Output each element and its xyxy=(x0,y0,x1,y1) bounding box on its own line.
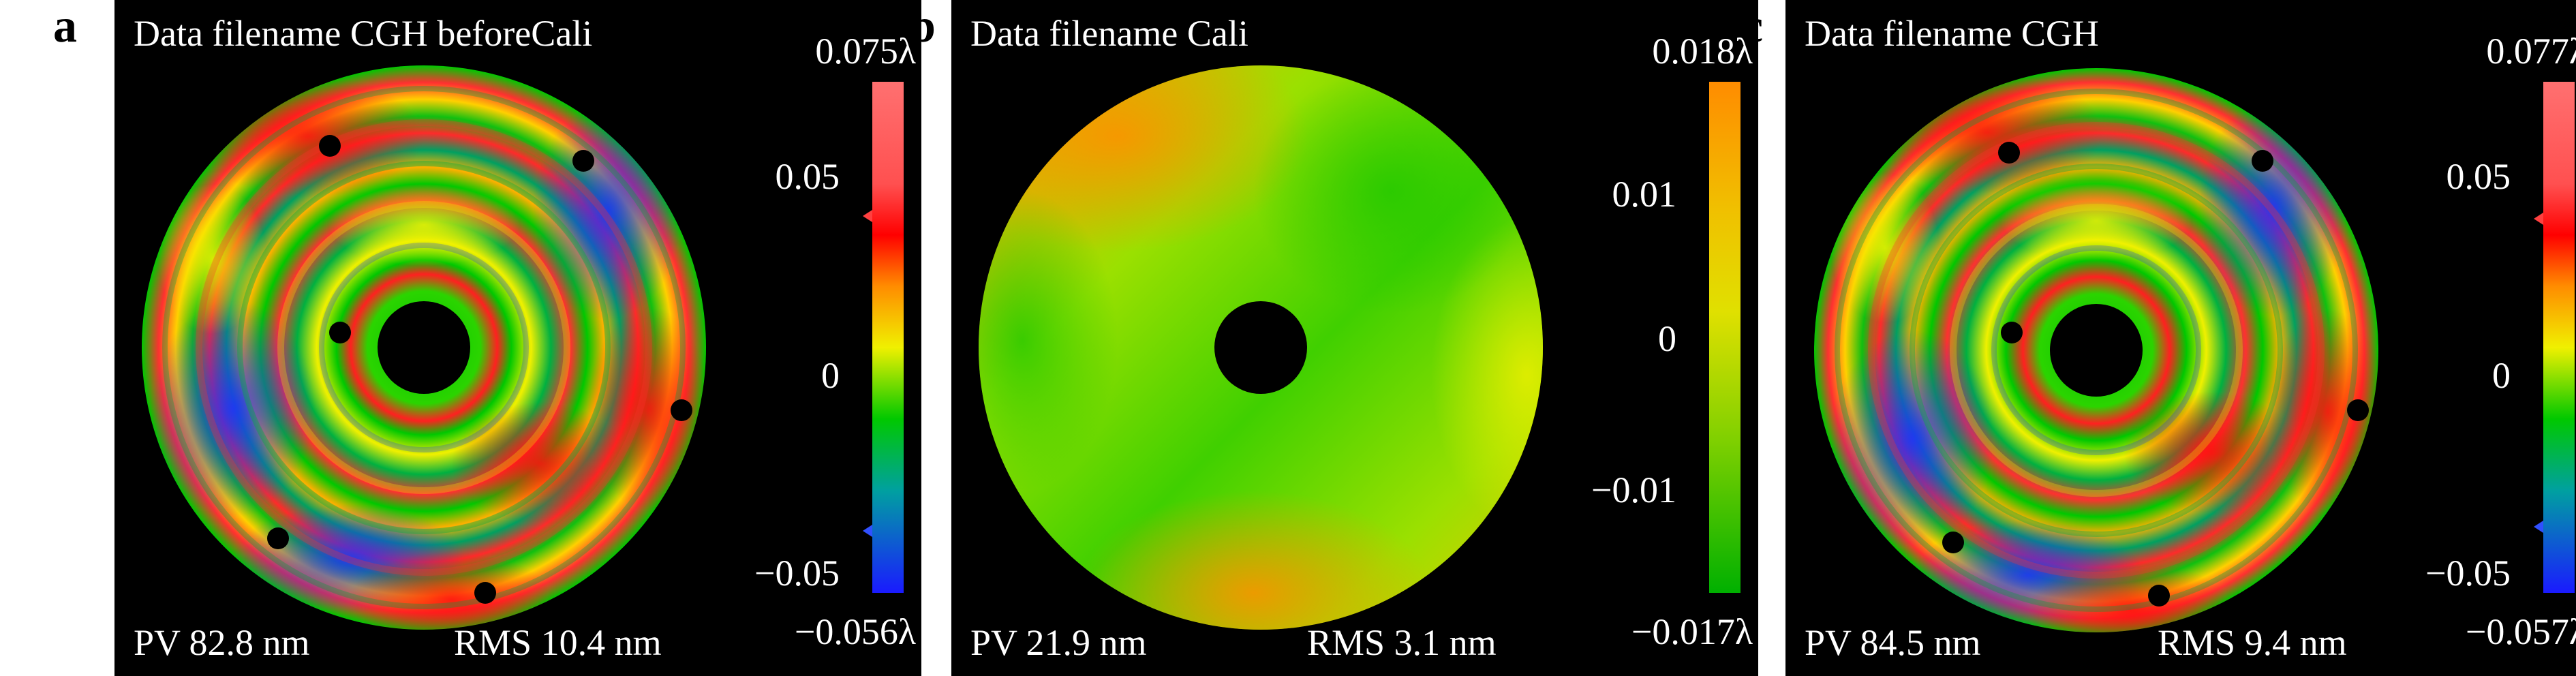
colorbar-tick-label: −0.05 xyxy=(754,553,840,594)
rms-value: RMS 9.4 nm xyxy=(2158,622,2347,663)
pv-value: PV 84.5 nm xyxy=(1805,622,1981,663)
surface-map-a xyxy=(142,65,706,630)
pv-value: PV 21.9 nm xyxy=(970,622,1147,663)
colorbar-tick-label: −0.01 xyxy=(1591,470,1676,510)
panel-letter-a: a xyxy=(53,0,77,52)
colorbar-tick-label: 0.05 xyxy=(2446,156,2511,197)
rms-value: RMS 10.4 nm xyxy=(454,622,662,663)
colorbar-tick-label: 0 xyxy=(1658,318,1676,359)
colorbar xyxy=(2543,82,2575,593)
panel-title: Data filename CGH beforeCali xyxy=(134,13,593,54)
colorbar-max-marker xyxy=(2534,213,2543,225)
panel-title: Data filename Cali xyxy=(970,13,1248,54)
panel-letter-c: c xyxy=(1742,0,1764,52)
rms-value: RMS 3.1 nm xyxy=(1307,622,1497,663)
pv-value: PV 82.8 nm xyxy=(134,622,310,663)
colorbar-max-label: 0.075λ xyxy=(815,31,916,72)
colorbar-tick-label: 0 xyxy=(821,355,840,396)
colorbar-tick-label: −0.05 xyxy=(2425,553,2511,594)
panel-title: Data filename CGH xyxy=(1805,13,2099,54)
colorbar-max-label: 0.077λ xyxy=(2486,31,2576,72)
surface-map-b xyxy=(979,65,1543,630)
colorbar-min-marker xyxy=(863,525,872,537)
colorbar-tick-label: 0.01 xyxy=(1612,174,1677,215)
colorbar xyxy=(1709,82,1741,593)
colorbar-max-marker xyxy=(863,210,872,222)
colorbar-tick-label: 0.05 xyxy=(775,156,840,197)
colorbar-min-label: −0.056λ xyxy=(794,611,916,652)
surface-map-c xyxy=(1814,68,2378,632)
panel-letter-b: b xyxy=(909,0,936,52)
interferogram-panel-a: Data filename CGH beforeCali xyxy=(114,0,921,676)
colorbar-max-label: 0.018λ xyxy=(1652,31,1753,72)
interferogram-panel-c: Data filename CGH xyxy=(1785,0,2576,676)
colorbar xyxy=(872,82,904,593)
colorbar-tick-label: 0 xyxy=(2492,355,2511,396)
interferogram-panel-b: Data filename Cali xyxy=(951,0,1758,676)
colorbar-min-marker xyxy=(2534,521,2543,533)
colorbar-min-label: −0.057λ xyxy=(2465,611,2576,652)
colorbar-min-label: −0.017λ xyxy=(1631,611,1753,652)
